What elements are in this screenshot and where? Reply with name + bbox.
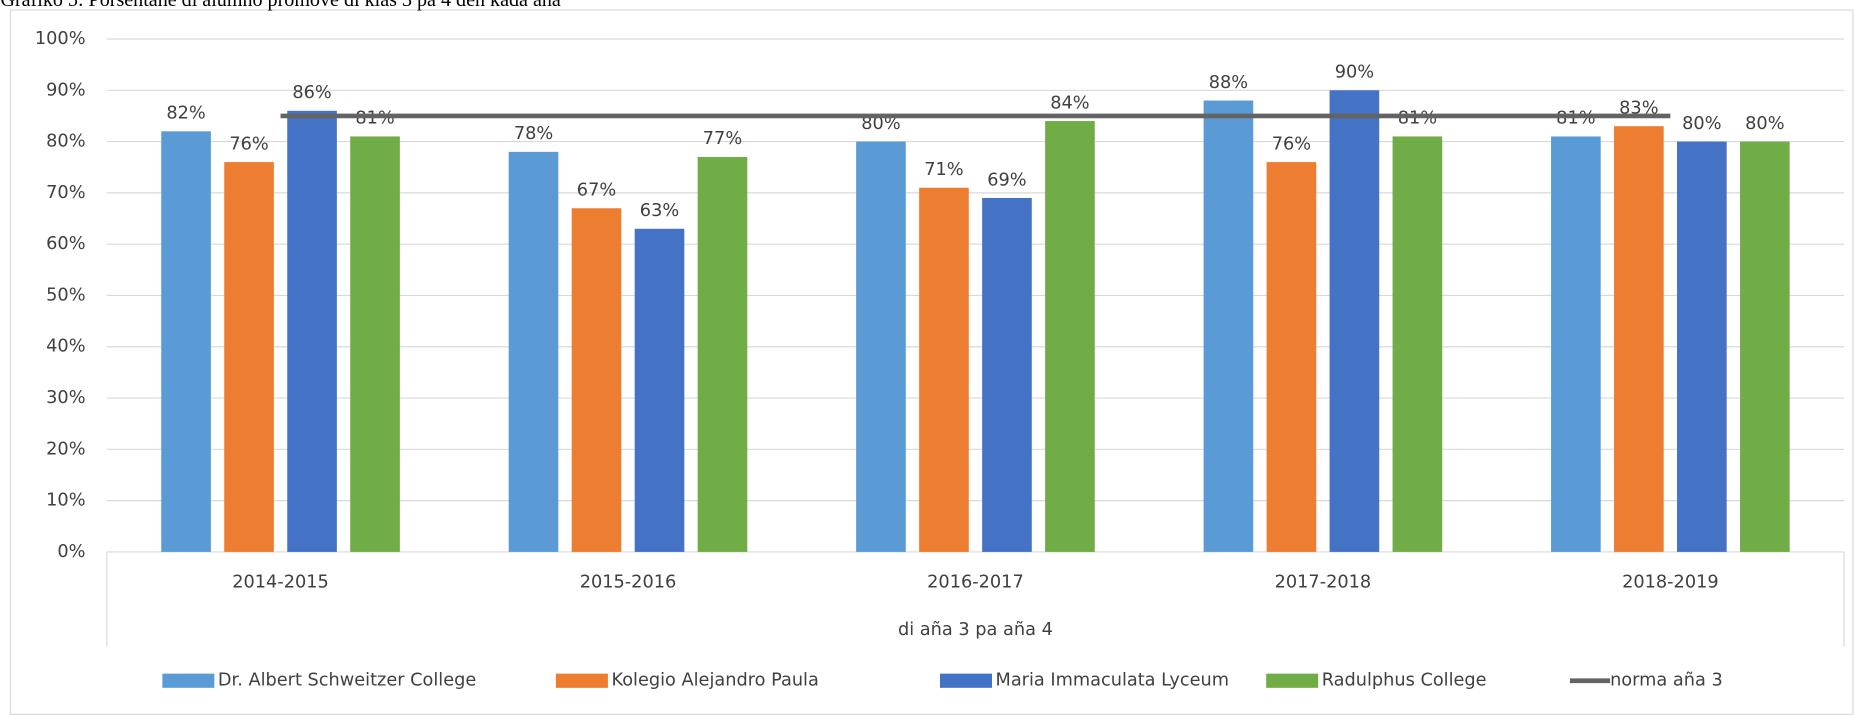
value-label: 67% — [577, 181, 616, 201]
y-tick-label: 70% — [46, 183, 85, 203]
chart-border — [9, 9, 1854, 715]
bar — [1203, 100, 1254, 552]
value-label: 84% — [1050, 93, 1089, 113]
y-tick-label: 0% — [57, 542, 85, 562]
value-label: 81% — [1398, 109, 1437, 129]
bar — [982, 198, 1032, 552]
legend-swatch — [162, 673, 215, 688]
legend-label: Dr. Albert Schweitzer College — [218, 671, 476, 691]
bar — [856, 141, 906, 552]
value-label: 78% — [514, 124, 553, 144]
value-label: 71% — [924, 160, 963, 180]
y-tick-label: 50% — [46, 285, 85, 305]
bar — [1329, 90, 1380, 552]
x-tick-label: 2015-2016 — [580, 573, 677, 593]
value-label: 81% — [1556, 109, 1595, 129]
value-label: 76% — [1272, 134, 1311, 154]
y-tick-label: 10% — [46, 491, 85, 511]
value-label: 80% — [861, 114, 900, 134]
legend-swatch — [1266, 673, 1319, 688]
legend-swatch — [940, 673, 992, 688]
legend-label: norma aña 3 — [1610, 671, 1723, 691]
bar — [350, 136, 400, 552]
y-tick-label: 100% — [35, 29, 86, 49]
value-label: 82% — [166, 104, 205, 124]
x-tick-label: 2018-2019 — [1622, 573, 1719, 593]
value-label: 80% — [1745, 114, 1784, 134]
legend-label: Maria Immaculata Lyceum — [996, 671, 1230, 691]
legend-swatch — [555, 673, 608, 688]
value-label: 83% — [1619, 98, 1658, 118]
legend-label: Kolegio Alejandro Paula — [611, 671, 818, 691]
bar — [1392, 136, 1443, 552]
x-tick-label: 2016-2017 — [927, 573, 1024, 593]
bar — [287, 110, 337, 552]
value-label: 76% — [229, 134, 268, 154]
bar — [224, 162, 274, 552]
value-label: 86% — [292, 83, 331, 103]
x-tick-label: 2014-2015 — [232, 573, 329, 593]
value-label: 81% — [355, 109, 394, 129]
value-label: 90% — [1335, 63, 1374, 83]
value-label: 69% — [987, 170, 1026, 190]
bar — [919, 187, 969, 552]
value-label: 88% — [1209, 73, 1248, 93]
y-tick-label: 20% — [46, 439, 85, 459]
value-label: 80% — [1682, 114, 1721, 134]
bar — [161, 131, 211, 552]
value-label: 77% — [703, 129, 742, 149]
bar — [1045, 121, 1095, 552]
legend-label: Radulphus College — [1322, 671, 1487, 691]
bar — [1677, 141, 1727, 552]
x-axis-title: di aña 3 pa aña 4 — [898, 620, 1053, 640]
y-tick-label: 30% — [46, 388, 85, 408]
y-tick-label: 40% — [46, 337, 85, 357]
y-tick-label: 80% — [46, 132, 85, 152]
y-tick-label: 90% — [46, 80, 85, 100]
bar — [1266, 162, 1317, 552]
bar — [697, 156, 748, 552]
bar — [1551, 136, 1601, 552]
bar — [634, 228, 685, 552]
value-label: 63% — [640, 201, 679, 221]
y-tick-label: 60% — [46, 234, 85, 254]
chart-title: Grafiko 5: Porsentahe di alumno promové … — [0, 0, 560, 11]
bar — [1740, 141, 1790, 552]
x-tick-label: 2017-2018 — [1275, 573, 1372, 593]
bar — [1614, 126, 1664, 552]
bar — [571, 208, 622, 552]
bar — [508, 151, 559, 552]
